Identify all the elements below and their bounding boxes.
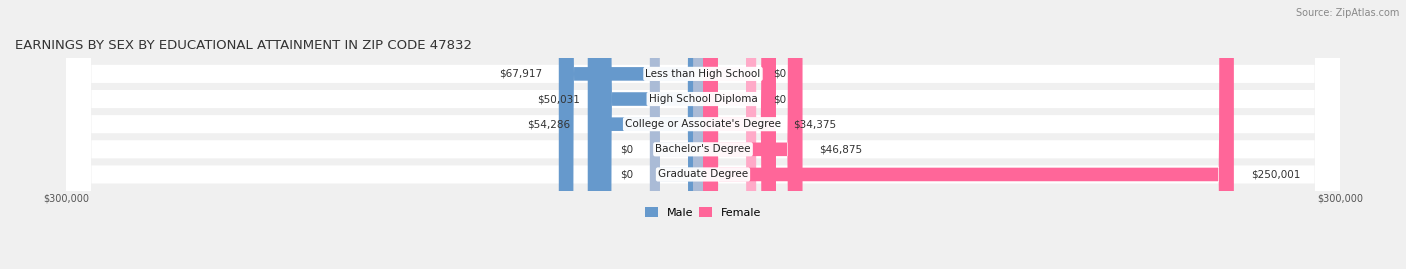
Text: $67,917: $67,917 bbox=[499, 69, 541, 79]
FancyBboxPatch shape bbox=[650, 0, 703, 269]
Text: $34,375: $34,375 bbox=[793, 119, 837, 129]
Text: $0: $0 bbox=[620, 169, 633, 179]
FancyBboxPatch shape bbox=[703, 0, 803, 269]
FancyBboxPatch shape bbox=[703, 0, 1234, 269]
FancyBboxPatch shape bbox=[66, 0, 1340, 269]
Text: College or Associate's Degree: College or Associate's Degree bbox=[626, 119, 780, 129]
FancyBboxPatch shape bbox=[596, 0, 703, 269]
Legend: Male, Female: Male, Female bbox=[640, 203, 766, 222]
FancyBboxPatch shape bbox=[588, 0, 703, 269]
Text: $46,875: $46,875 bbox=[820, 144, 863, 154]
Text: EARNINGS BY SEX BY EDUCATIONAL ATTAINMENT IN ZIP CODE 47832: EARNINGS BY SEX BY EDUCATIONAL ATTAINMEN… bbox=[15, 39, 472, 52]
Text: $0: $0 bbox=[773, 69, 786, 79]
FancyBboxPatch shape bbox=[558, 0, 703, 269]
FancyBboxPatch shape bbox=[703, 0, 756, 269]
Text: $54,286: $54,286 bbox=[527, 119, 571, 129]
Text: Less than High School: Less than High School bbox=[645, 69, 761, 79]
FancyBboxPatch shape bbox=[650, 0, 703, 269]
FancyBboxPatch shape bbox=[703, 0, 776, 269]
Text: $50,031: $50,031 bbox=[537, 94, 579, 104]
FancyBboxPatch shape bbox=[66, 0, 1340, 269]
FancyBboxPatch shape bbox=[66, 0, 1340, 269]
Text: $0: $0 bbox=[773, 94, 786, 104]
FancyBboxPatch shape bbox=[66, 0, 1340, 269]
Text: $250,001: $250,001 bbox=[1251, 169, 1301, 179]
Text: $0: $0 bbox=[620, 144, 633, 154]
Text: Bachelor's Degree: Bachelor's Degree bbox=[655, 144, 751, 154]
Text: High School Diploma: High School Diploma bbox=[648, 94, 758, 104]
FancyBboxPatch shape bbox=[66, 0, 1340, 269]
Text: Graduate Degree: Graduate Degree bbox=[658, 169, 748, 179]
FancyBboxPatch shape bbox=[703, 0, 756, 269]
Text: Source: ZipAtlas.com: Source: ZipAtlas.com bbox=[1295, 8, 1399, 18]
